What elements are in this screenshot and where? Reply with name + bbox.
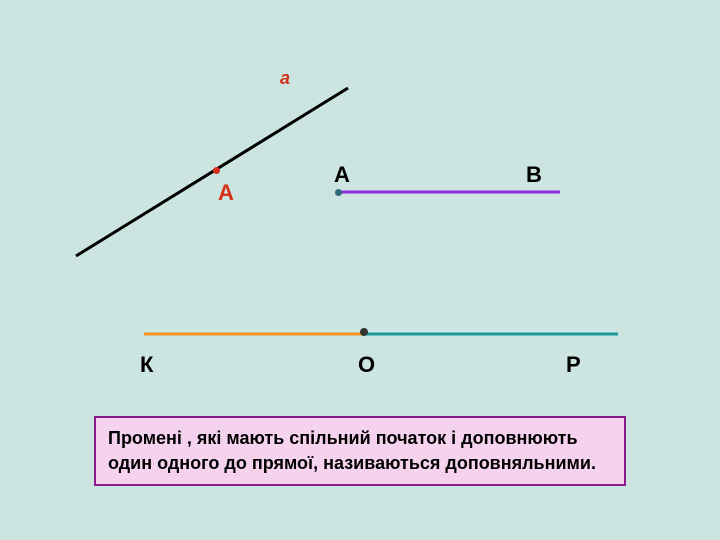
point-o xyxy=(360,328,368,336)
point-a-segment xyxy=(335,189,342,196)
label-p: Р xyxy=(566,352,581,378)
point-a-on-line xyxy=(213,167,220,174)
definition-box: Промені , які мають спільний початок і д… xyxy=(94,416,626,486)
line-a-label: a xyxy=(280,68,290,89)
segment-a-label: А xyxy=(334,162,350,188)
label-o: О xyxy=(358,352,375,378)
definition-text: Промені , які мають спільний початок і д… xyxy=(108,428,596,473)
label-k: К xyxy=(140,352,153,378)
segment-b-label: В xyxy=(526,162,542,188)
point-a-on-line-label: А xyxy=(218,180,234,206)
